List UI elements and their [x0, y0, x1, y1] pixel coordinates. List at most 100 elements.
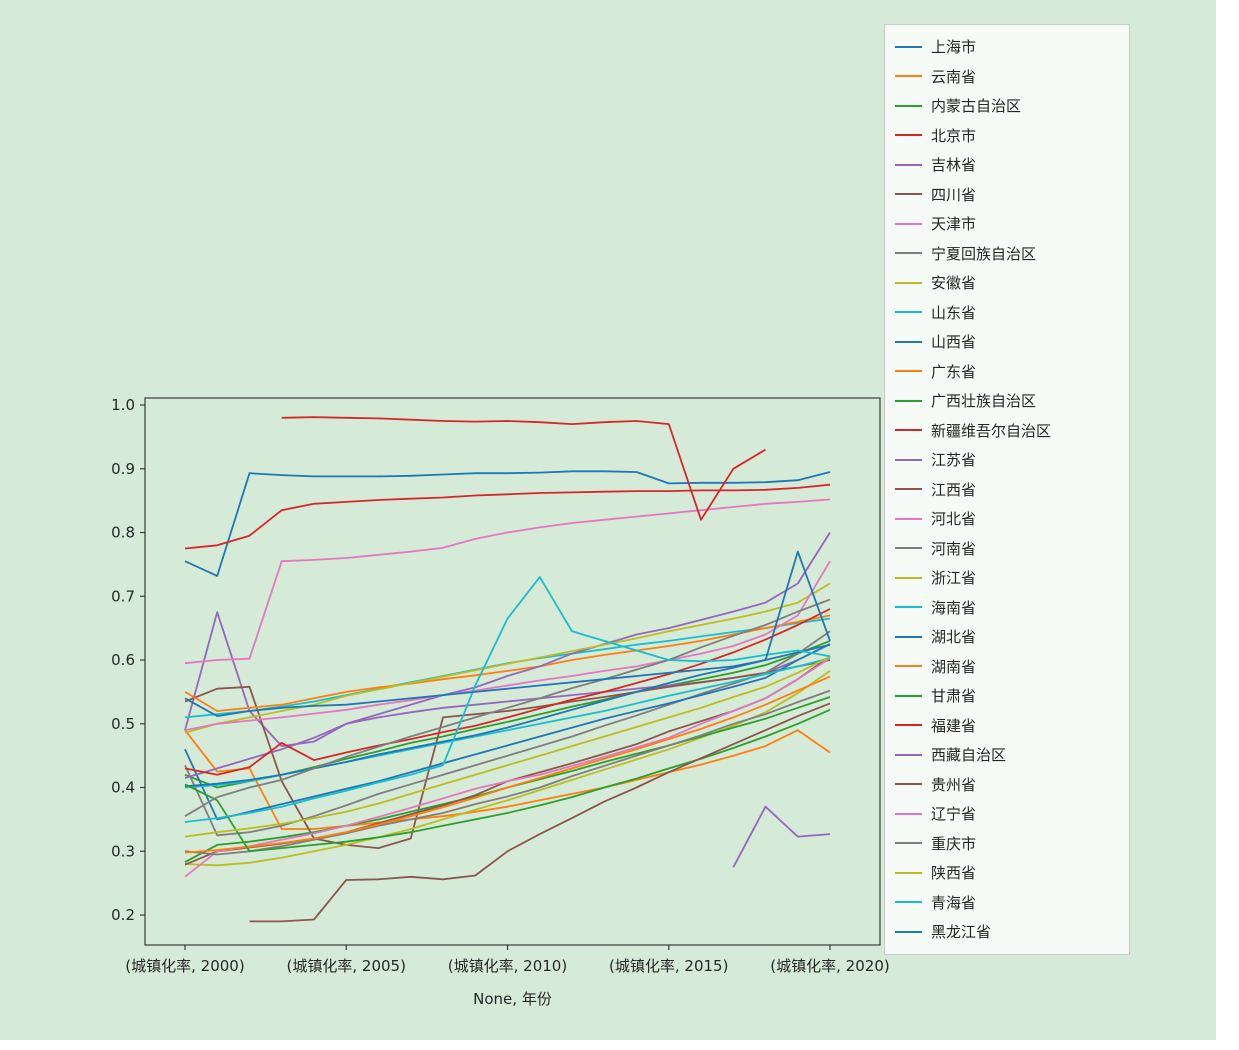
- series-line-浙江省: [184, 582, 831, 734]
- y-tick-label: 0.9: [111, 460, 135, 478]
- x-tick-label: (城镇化率, 2000): [125, 957, 244, 975]
- legend-label: 北京市: [931, 126, 977, 145]
- y-tick-label: 0.8: [111, 524, 135, 542]
- legend-item: 宁夏回族自治区: [895, 239, 1119, 269]
- y-axis: 0.2 0.3 0.4 0.5 0.6 0.7 0.8 0.9 1.0: [111, 396, 145, 924]
- plot-frame: [144, 397, 881, 946]
- legend-label: 黑龙江省: [931, 923, 992, 942]
- legend-item: 陕西省: [895, 858, 1119, 888]
- legend-label: 河南省: [931, 539, 977, 558]
- legend-line-swatch: [895, 635, 922, 638]
- legend-item: 贵州省: [895, 770, 1119, 800]
- legend-item: 重庆市: [895, 829, 1119, 859]
- legend-line-swatch: [895, 281, 922, 284]
- legend-item: 河南省: [895, 534, 1119, 564]
- figure-canvas: 0.2 0.3 0.4 0.5 0.6 0.7 0.8 0.9 1.0 (城镇化率, 2000)(…: [0, 0, 1216, 1040]
- legend-label: 上海市: [931, 38, 977, 57]
- legend-line-swatch: [895, 812, 922, 815]
- legend-label: 广东省: [931, 362, 977, 381]
- x-axis: (城镇化率, 2000) (城镇化率, 2005) (城镇化率, 2010) (城镇化…: [125, 945, 890, 975]
- legend-line-swatch: [895, 606, 922, 609]
- legend-label: 宁夏回族自治区: [931, 244, 1037, 263]
- legend-line-swatch: [895, 517, 922, 520]
- legend-line-swatch: [895, 370, 922, 373]
- legend-line-swatch: [895, 104, 922, 107]
- legend-line-swatch: [895, 842, 922, 845]
- legend-line-swatch: [895, 871, 922, 874]
- legend-item: 湖南省: [895, 652, 1119, 682]
- legend-item: 山西省: [895, 327, 1119, 357]
- legend-line-swatch: [895, 193, 922, 196]
- legend-label: 江苏省: [931, 451, 977, 470]
- y-tick-label: 0.7: [111, 587, 135, 605]
- legend-item: 北京市: [895, 121, 1119, 151]
- series-line-西藏自治区: [732, 805, 831, 868]
- legend-item: 福建省: [895, 711, 1119, 741]
- legend-label: 福建省: [931, 716, 977, 735]
- series-line-湖北省: [184, 643, 831, 788]
- legend-line-swatch: [895, 75, 922, 78]
- legend-label: 云南省: [931, 67, 977, 86]
- legend-item: 湖北省: [895, 622, 1119, 652]
- series-line-河南省: [184, 689, 831, 856]
- legend-label: 湖南省: [931, 657, 977, 676]
- series-line-重庆市: [184, 598, 831, 817]
- legend-item: 云南省: [895, 62, 1119, 92]
- series-line-贵州省: [249, 702, 831, 923]
- series-line-新疆维吾尔自治区: [281, 416, 766, 521]
- x-tick-label: (城镇化率, 2020): [770, 957, 889, 975]
- y-tick-label: 0.4: [111, 779, 135, 797]
- legend-label: 甘肃省: [931, 687, 977, 706]
- legend-label: 湖北省: [931, 628, 977, 647]
- legend-item: 新疆维吾尔自治区: [895, 416, 1119, 446]
- series-line-天津市: [184, 498, 831, 665]
- legend-label: 西藏自治区: [931, 746, 1007, 765]
- series-lines: [184, 416, 831, 923]
- legend-label: 山东省: [931, 303, 977, 322]
- legend-line-swatch: [895, 753, 922, 756]
- legend-item: 天津市: [895, 209, 1119, 239]
- legend-line-swatch: [895, 576, 922, 579]
- legend-item: 广东省: [895, 357, 1119, 387]
- legend-item: 江西省: [895, 475, 1119, 505]
- series-line-上海市: [184, 470, 831, 577]
- legend-line-swatch: [895, 665, 922, 668]
- legend-item: 吉林省: [895, 150, 1119, 180]
- legend-line-swatch: [895, 930, 922, 933]
- series-line-陕西省: [184, 655, 831, 838]
- series-line-福建省: [184, 608, 831, 776]
- legend-label: 江西省: [931, 480, 977, 499]
- legend-line-swatch: [895, 340, 922, 343]
- legend-item: 安徽省: [895, 268, 1119, 298]
- x-axis-title: None, 年份: [473, 990, 552, 1008]
- line-chart: 0.20.30.40.50.60.70.80.91.0(城镇化率, 2000)(…: [111, 396, 890, 975]
- y-tick-label: 0.6: [111, 651, 135, 669]
- legend-line-swatch: [895, 252, 922, 255]
- legend-label: 安徽省: [931, 274, 977, 293]
- series-line-山西省: [184, 643, 831, 821]
- legend-item: 广西壮族自治区: [895, 386, 1119, 416]
- legend-line-swatch: [895, 694, 922, 697]
- legend-item: 青海省: [895, 888, 1119, 918]
- legend-line-swatch: [895, 458, 922, 461]
- legend-line-swatch: [895, 547, 922, 550]
- legend-item: 江苏省: [895, 445, 1119, 475]
- legend-label: 山西省: [931, 333, 977, 352]
- x-tick-label: (城镇化率, 2005): [287, 957, 406, 975]
- series-line-湖南省: [184, 675, 831, 854]
- legend-label: 天津市: [931, 215, 977, 234]
- legend-label: 四川省: [931, 185, 977, 204]
- legend-label: 贵州省: [931, 775, 977, 794]
- legend-item: 浙江省: [895, 563, 1119, 593]
- legend-line-swatch: [895, 901, 922, 904]
- series-line-安徽省: [184, 670, 831, 867]
- x-tick-label: (城镇化率, 2015): [609, 957, 728, 975]
- legend-item: 山东省: [895, 298, 1119, 328]
- legend-label: 辽宁省: [931, 805, 977, 824]
- series-line-黑龙江省: [184, 550, 831, 717]
- legend-label: 内蒙古自治区: [931, 97, 1022, 116]
- legend-item: 西藏自治区: [895, 740, 1119, 770]
- legend-label: 吉林省: [931, 156, 977, 175]
- y-tick-label: 1.0: [111, 396, 135, 414]
- series-line-河北省: [184, 657, 831, 878]
